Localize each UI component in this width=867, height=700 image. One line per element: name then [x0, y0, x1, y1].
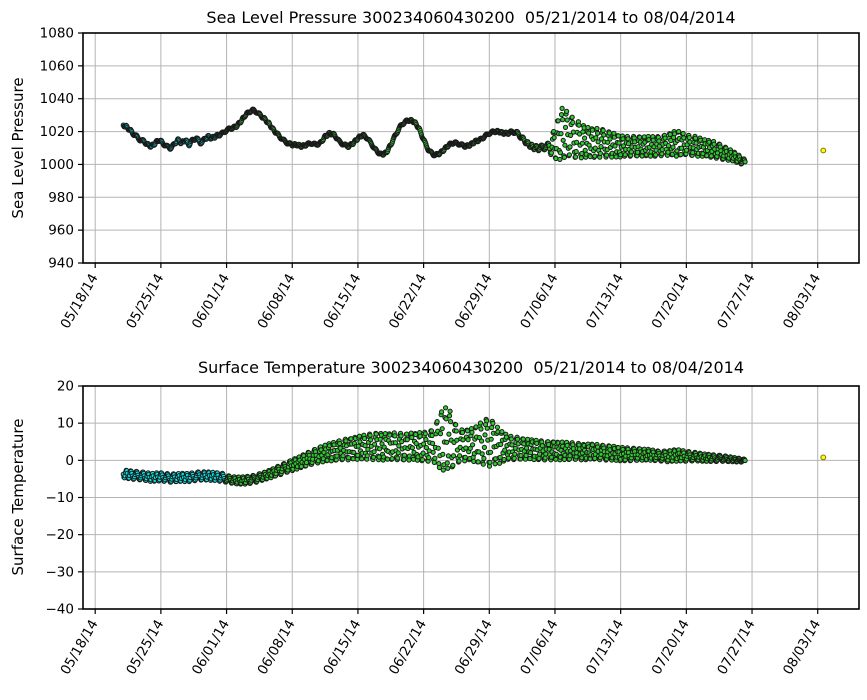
svg-text:07/27/14: 07/27/14 — [714, 617, 758, 678]
pressure-main-segment — [224, 105, 748, 167]
svg-text:0: 0 — [65, 453, 74, 469]
svg-text:06/29/14: 06/29/14 — [452, 617, 496, 678]
svg-text:07/13/14: 07/13/14 — [583, 271, 627, 332]
svg-text:08/03/14: 08/03/14 — [780, 271, 824, 332]
svg-text:1060: 1060 — [40, 58, 74, 74]
svg-text:1040: 1040 — [40, 91, 74, 107]
svg-text:07/06/14: 07/06/14 — [517, 271, 561, 332]
svg-text:10: 10 — [57, 416, 74, 432]
pressure-y-axis-label: Sea Level Pressure — [9, 77, 27, 219]
svg-text:06/15/14: 06/15/14 — [320, 271, 364, 332]
gridlines — [83, 385, 859, 610]
axes-frame — [82, 32, 860, 264]
svg-text:20: 20 — [57, 379, 74, 395]
svg-text:06/22/14: 06/22/14 — [386, 271, 430, 332]
svg-text:−20: −20 — [46, 527, 75, 543]
temperature-chart-title: Surface Temperature 300234060430200 05/2… — [197, 358, 744, 377]
x-tick-labels: 05/18/14 05/25/14 06/01/14 06/08/14 06/15/14… — [57, 617, 824, 678]
temperature-y-axis-label: Surface Temperature — [9, 418, 27, 576]
svg-text:06/08/14: 06/08/14 — [254, 617, 298, 678]
temperature-early-segment — [120, 467, 229, 485]
svg-text:06/01/14: 06/01/14 — [189, 271, 233, 332]
y-tick-labels: 940 960 980 1000 1020 1040 1060 1080 — [40, 26, 74, 272]
tick-marks — [78, 32, 819, 268]
svg-text:08/03/14: 08/03/14 — [780, 617, 824, 678]
svg-text:07/27/14: 07/27/14 — [714, 271, 758, 332]
temperature-latest-point — [820, 454, 827, 461]
pressure-chart-title: Sea Level Pressure 300234060430200 05/21… — [206, 8, 736, 27]
svg-text:−30: −30 — [46, 564, 75, 580]
svg-text:07/06/14: 07/06/14 — [517, 617, 561, 678]
temperature-main-segment — [224, 405, 748, 487]
svg-text:05/18/14: 05/18/14 — [57, 271, 101, 332]
svg-text:07/20/14: 07/20/14 — [649, 271, 693, 332]
svg-text:−40: −40 — [46, 602, 75, 618]
svg-text:06/15/14: 06/15/14 — [320, 617, 364, 678]
pressure-early-segment — [120, 122, 229, 152]
tick-marks — [78, 385, 819, 614]
svg-text:05/25/14: 05/25/14 — [123, 617, 167, 678]
svg-text:960: 960 — [48, 223, 74, 239]
y-tick-labels: −40 −30 −20 −10 0 10 20 — [46, 379, 75, 618]
pressure-latest-point — [820, 147, 827, 154]
svg-text:07/20/14: 07/20/14 — [649, 617, 693, 678]
svg-text:06/08/14: 06/08/14 — [254, 271, 298, 332]
svg-text:940: 940 — [48, 256, 74, 272]
svg-text:06/29/14: 06/29/14 — [452, 271, 496, 332]
svg-text:06/01/14: 06/01/14 — [189, 617, 233, 678]
svg-text:1020: 1020 — [40, 124, 74, 140]
svg-text:06/22/14: 06/22/14 — [386, 617, 430, 678]
svg-text:05/18/14: 05/18/14 — [57, 617, 101, 678]
svg-text:05/25/14: 05/25/14 — [123, 271, 167, 332]
svg-text:1080: 1080 — [40, 26, 74, 42]
svg-text:07/13/14: 07/13/14 — [583, 617, 627, 678]
svg-text:−10: −10 — [46, 490, 75, 506]
svg-text:980: 980 — [48, 190, 74, 206]
x-tick-labels: 05/18/14 05/25/14 06/01/14 06/08/14 06/15/14… — [57, 271, 824, 332]
svg-text:1000: 1000 — [40, 157, 74, 173]
